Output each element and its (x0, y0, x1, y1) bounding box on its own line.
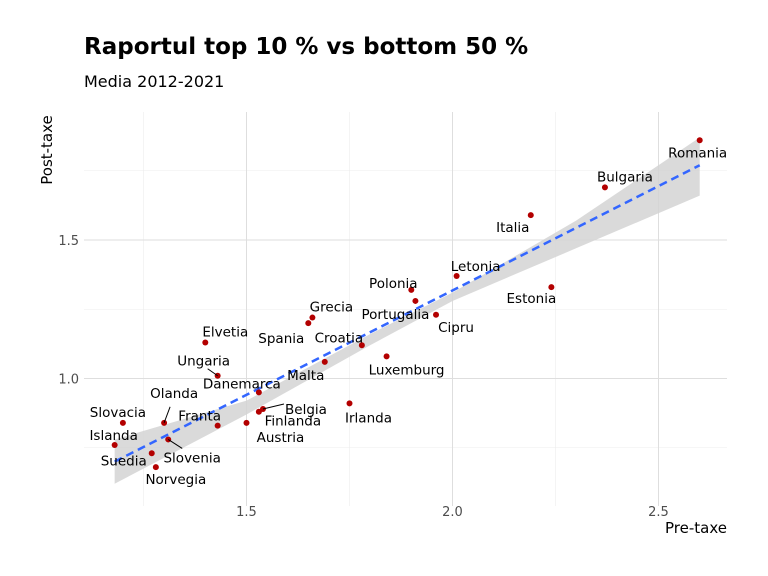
point-finlanda (255, 408, 262, 415)
point-islanda (111, 441, 118, 448)
point-label-franta: Franta (178, 409, 221, 425)
point-slovacia (119, 419, 126, 426)
point-label-austria: Austria (257, 430, 305, 446)
point-label-polonia: Polonia (369, 276, 418, 292)
x-tick-label: 2.5 (648, 505, 669, 520)
y-tick-label: 1.0 (58, 373, 79, 388)
point-label-danemarca: Danemarca (203, 376, 281, 392)
point-label-romania: Romania (668, 145, 727, 161)
leader-line-belgia (262, 403, 285, 410)
trend-layer (114, 164, 701, 463)
point-label-luxemburg: Luxemburg (369, 362, 445, 378)
point-label-belgia: Belgia (285, 402, 327, 418)
point-label-spania: Spania (258, 331, 304, 347)
point-label-estonia: Estonia (507, 291, 557, 307)
point-croatia (358, 342, 365, 349)
point-label-norvegia: Norvegia (145, 472, 206, 488)
point-label-cipru: Cipru (438, 320, 474, 336)
point-estonia (548, 284, 555, 291)
point-malta (321, 358, 328, 365)
points-layer (111, 137, 703, 471)
leader-line-olanda (163, 406, 171, 423)
point-label-elvetia: Elvetia (202, 324, 248, 340)
y-tick-label: 1.5 (58, 234, 79, 249)
tick-labels-layer: 1.5 2.0 2.5 1.0 1.5 (58, 234, 669, 520)
point-irlanda (346, 400, 353, 407)
y-axis-title: Post-taxe (38, 115, 56, 185)
point-bulgaria (601, 184, 608, 191)
x-tick-label: 2.0 (442, 505, 463, 520)
point-portugalia (412, 297, 419, 304)
point-elvetia (202, 339, 209, 346)
leader-line-slovenia (167, 439, 183, 449)
point-label-slovacia: Slovacia (90, 405, 146, 421)
point-label-suedia: Suedia (101, 453, 147, 469)
point-label-italia: Italia (496, 220, 529, 236)
point-label-islanda: Islanda (89, 428, 137, 444)
point-label-letonia: Letonia (451, 259, 501, 275)
x-tick-label: 1.5 (236, 505, 257, 520)
point-franta (214, 422, 221, 429)
point-polonia (408, 286, 415, 293)
point-italia (527, 212, 534, 219)
chart-subtitle: Media 2012-2021 (84, 72, 225, 91)
point-luxemburg (383, 353, 390, 360)
point-label-grecia: Grecia (310, 300, 353, 316)
point-austria (243, 419, 250, 426)
point-cipru (433, 311, 440, 318)
point-label-portugalia: Portugalia (361, 307, 429, 323)
point-suedia (148, 450, 155, 457)
point-norvegia (152, 464, 159, 471)
point-label-croatia: Croatia (315, 330, 364, 346)
point-danemarca (255, 389, 262, 396)
point-grecia (309, 314, 316, 321)
confidence-band (114, 137, 700, 484)
confidence-band-layer (114, 137, 700, 484)
x-axis-title: Pre-taxe (665, 519, 727, 537)
chart-title: Raportul top 10 % vs bottom 50 % (84, 34, 529, 60)
point-letonia (453, 273, 460, 280)
point-spania (305, 320, 312, 327)
point-label-irlanda: Irlanda (345, 410, 392, 426)
point-label-malta: Malta (287, 368, 324, 384)
point-label-finlanda: Finlanda (265, 414, 322, 430)
point-label-bulgaria: Bulgaria (597, 169, 653, 185)
point-romania (696, 137, 703, 144)
point-label-ungaria: Ungaria (177, 354, 230, 370)
trend-line (114, 164, 701, 463)
point-label-olanda: Olanda (150, 386, 198, 402)
point-labels-layer: Romania Bulgaria Italia Estonia Letonia Polon… (89, 145, 727, 488)
leader-line-ungaria (207, 368, 218, 377)
point-label-slovenia: Slovenia (163, 450, 220, 466)
